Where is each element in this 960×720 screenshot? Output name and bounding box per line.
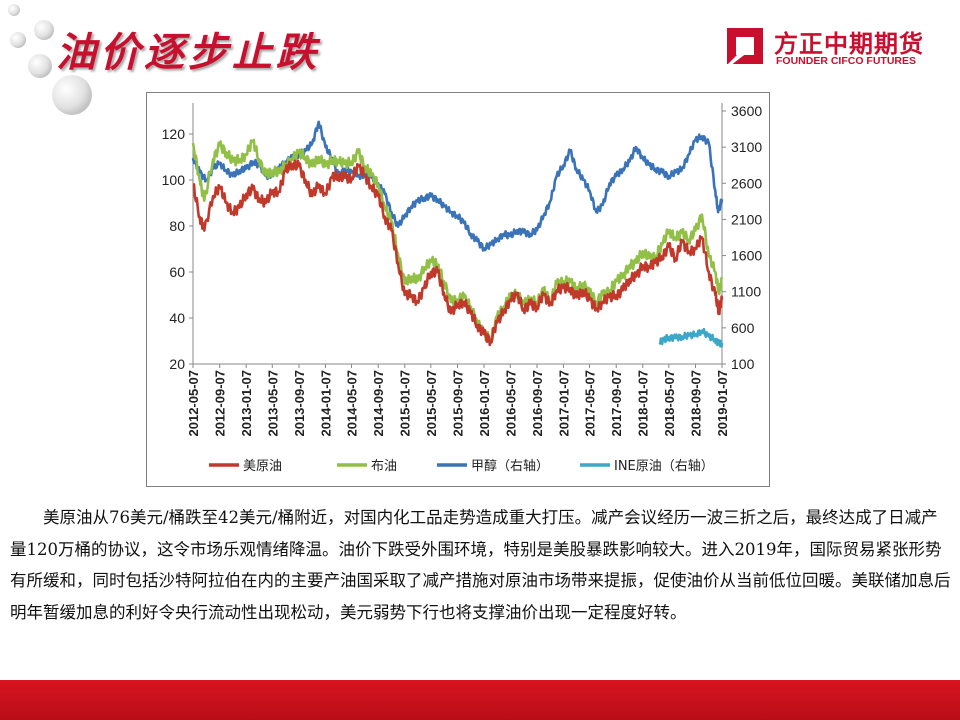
right-axis-tick-label: 2600 [731, 175, 762, 191]
company-logo: 方正中期期货 FOUNDER CIFCO FUTURES [726, 24, 946, 74]
legend-label: INE原油（右轴） [614, 459, 714, 474]
left-axis-tick-label: 120 [162, 126, 186, 142]
slide-title: 油价逐步止跌 [56, 29, 320, 76]
series-line-3 [658, 327, 724, 348]
x-axis-tick-label: 2017-05-07 [583, 370, 598, 437]
x-axis-tick-label: 2017-01-07 [556, 370, 571, 437]
x-axis-tick-label: 2016-01-07 [477, 370, 492, 437]
body-text: 美原油从76美元/桶跌至42美元/桶附近，对国内化工品走势造成重大打压。减产会议… [10, 502, 952, 628]
series-line-0 [192, 159, 724, 347]
x-axis-tick-label: 2013-09-07 [292, 370, 307, 437]
x-axis-tick-label: 2015-01-07 [398, 370, 413, 437]
right-axis-tick-label: 100 [731, 356, 755, 372]
chart-frame: 20 40 60 80 100 120 100 600 1100 1600 2100 2600 3100… [146, 92, 770, 487]
x-axis-tick-label: 2016-05-07 [503, 370, 518, 437]
left-axis-tick-label: 60 [169, 264, 185, 280]
logo-english-text: FOUNDER CIFCO FUTURES [776, 55, 916, 67]
logo-mark-icon [726, 28, 763, 66]
bottom-red-bar [0, 680, 960, 720]
legend-label: 甲醇（右轴） [471, 458, 549, 474]
x-axis-tick-label: 2018-01-07 [636, 370, 651, 437]
x-axis-tick-label: 2014-09-07 [371, 370, 386, 437]
x-axis-tick-label: 2015-09-07 [451, 370, 466, 437]
x-axis-tick-label: 2019-01-07 [715, 370, 730, 437]
series-line-1 [191, 138, 724, 343]
x-axis-tick-label: 2013-05-07 [265, 370, 280, 437]
legend-label: 美原油 [243, 459, 282, 474]
series-line-2 [191, 120, 724, 252]
x-axis-tick-label: 2012-09-07 [213, 370, 228, 437]
left-axis-tick-label: 100 [162, 172, 186, 188]
x-axis-tick-label: 2018-05-07 [662, 370, 677, 437]
x-axis-tick-label: 2014-01-07 [318, 370, 333, 437]
right-axis-tick-label: 1600 [731, 248, 762, 264]
left-axis-tick-label: 80 [169, 218, 185, 234]
right-axis-tick-label: 600 [731, 320, 755, 336]
right-axis-tick-label: 3600 [731, 103, 762, 119]
x-axis-tick-label: 2015-05-07 [424, 370, 439, 437]
legend-label: 布油 [371, 459, 397, 474]
x-axis-tick-label: 2016-09-07 [530, 370, 545, 437]
left-axis-tick-label: 20 [169, 356, 185, 372]
right-axis-tick-label: 1100 [731, 284, 761, 300]
x-axis-tick-label: 2013-01-07 [239, 370, 254, 437]
right-axis-tick-label: 3100 [731, 139, 762, 155]
commentary-paragraph: 美原油从76美元/桶跌至42美元/桶附近，对国内化工品走势造成重大打压。减产会议… [10, 508, 951, 622]
logo-chinese-text: 方正中期期货 [774, 30, 924, 58]
price-chart: 20 40 60 80 100 120 100 600 1100 1600 2100 2600 3100… [162, 103, 762, 474]
right-axis-tick-label: 2100 [731, 211, 762, 227]
left-axis-tick-label: 40 [169, 310, 185, 326]
x-axis-tick-label: 2017-09-07 [609, 370, 624, 437]
x-axis-tick-label: 2012-05-07 [186, 370, 201, 437]
x-axis-tick-label: 2014-05-07 [345, 370, 360, 437]
decorative-bubbles [8, 4, 92, 115]
x-axis-tick-label: 2018-09-07 [689, 370, 704, 437]
